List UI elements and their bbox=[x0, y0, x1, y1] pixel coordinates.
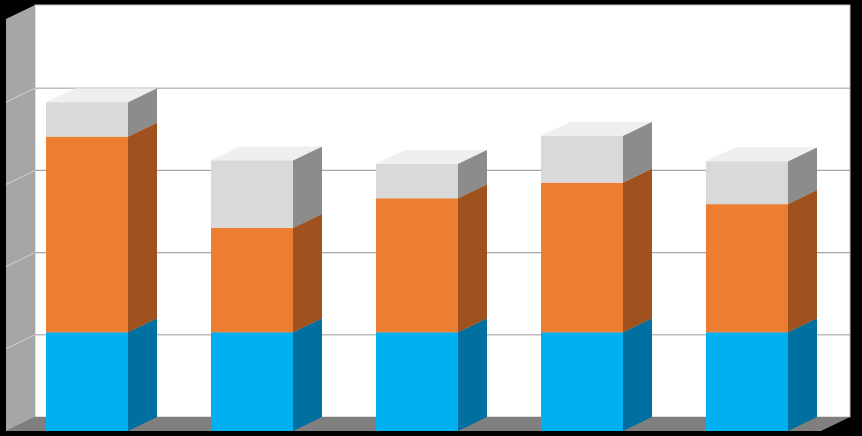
bar-stack bbox=[706, 147, 817, 431]
bar-segment-side bbox=[623, 318, 652, 431]
bar-segment-side bbox=[128, 88, 157, 137]
bar-segment-front bbox=[376, 332, 458, 431]
gridline-side bbox=[5, 252, 36, 268]
gridline-side bbox=[5, 169, 36, 185]
bar-segment-side bbox=[623, 121, 652, 183]
bar-segment-front bbox=[541, 332, 623, 431]
bar-stack bbox=[46, 88, 157, 431]
bar-segment-side bbox=[458, 318, 487, 431]
bar-stack bbox=[541, 121, 652, 431]
bar-segment-front bbox=[376, 198, 458, 333]
bar-segment-side bbox=[788, 147, 817, 205]
bar-segment-side bbox=[788, 318, 817, 431]
bar-segment-front bbox=[541, 182, 623, 333]
bar-segment-side bbox=[623, 168, 652, 333]
bar-segment-side bbox=[293, 213, 322, 333]
bars bbox=[46, 88, 817, 431]
bar-segment-front bbox=[211, 160, 293, 228]
bar-stack bbox=[376, 149, 487, 431]
bar-stack bbox=[211, 146, 322, 431]
bar-segment-front bbox=[541, 135, 623, 183]
bar-segment-front bbox=[376, 163, 458, 199]
bar-segment-side bbox=[128, 318, 157, 431]
bar-segment-front bbox=[46, 332, 128, 431]
bar-segment-front bbox=[706, 332, 788, 431]
bar-segment-side bbox=[788, 190, 817, 333]
bar-top-face bbox=[541, 121, 652, 136]
bar-segment-front bbox=[46, 102, 128, 137]
bar-segment-side bbox=[293, 146, 322, 228]
bar-segment-side bbox=[128, 122, 157, 333]
side-wall bbox=[6, 5, 35, 431]
bar-top-face bbox=[46, 88, 157, 103]
bar-top-face bbox=[211, 146, 322, 161]
bar-segment-front bbox=[706, 204, 788, 333]
bar-top-face bbox=[706, 147, 817, 162]
bar-segment-front bbox=[211, 227, 293, 333]
bar-segment-side bbox=[458, 149, 487, 199]
bar-segment-side bbox=[458, 184, 487, 333]
bar-segment-side bbox=[293, 318, 322, 431]
bar-top-face bbox=[376, 149, 487, 164]
bar-segment-front bbox=[46, 136, 128, 333]
bar-segment-front bbox=[211, 332, 293, 431]
gridline-side bbox=[5, 334, 36, 350]
gridline-side bbox=[5, 87, 36, 103]
bar-segment-front bbox=[706, 161, 788, 205]
